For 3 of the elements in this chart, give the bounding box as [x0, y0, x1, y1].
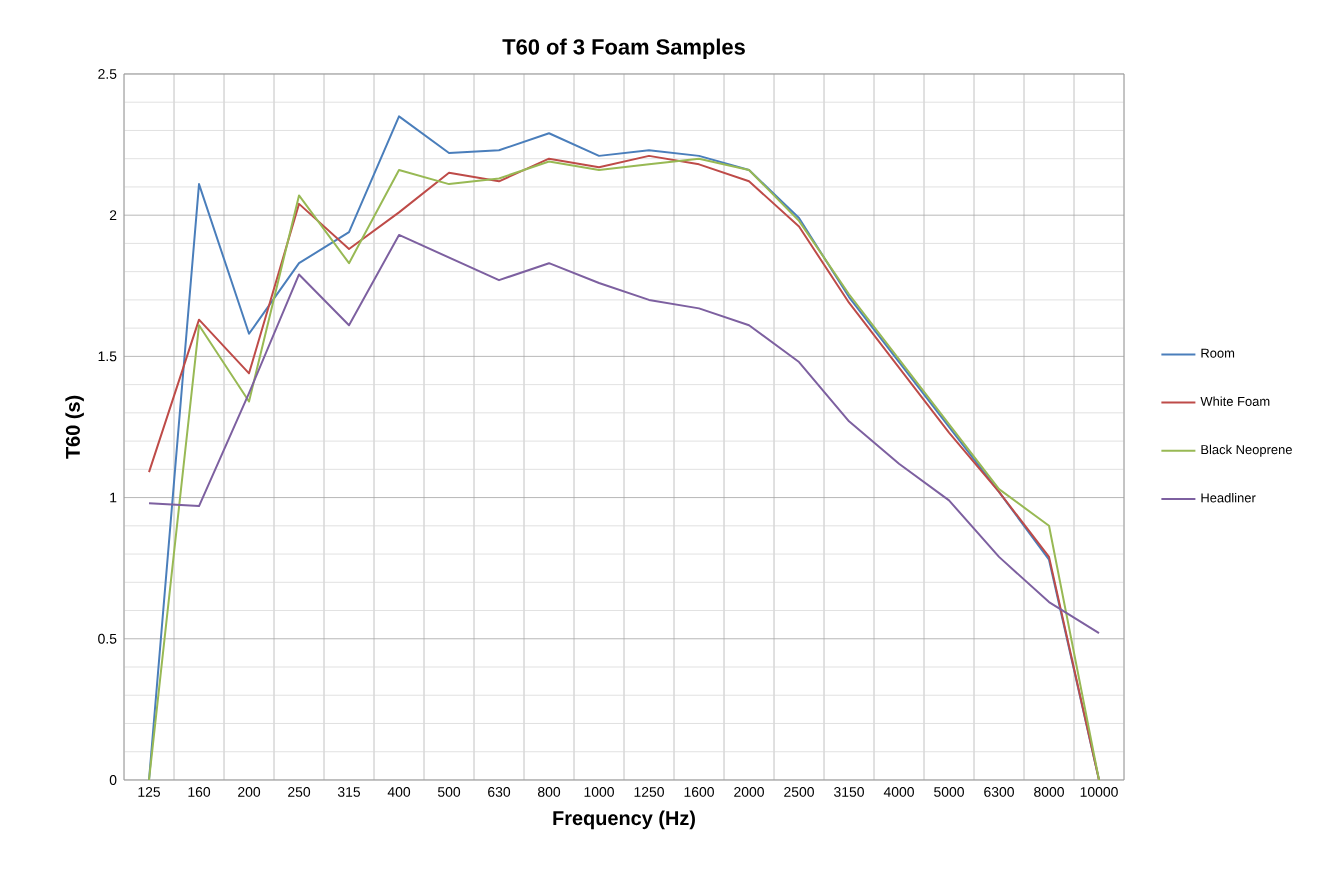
x-axis-title: Frequency (Hz): [553, 810, 695, 830]
y-axis-title: T60 (s): [65, 395, 84, 459]
chart-title: T60 of 3 Foam Samples: [502, 38, 745, 59]
